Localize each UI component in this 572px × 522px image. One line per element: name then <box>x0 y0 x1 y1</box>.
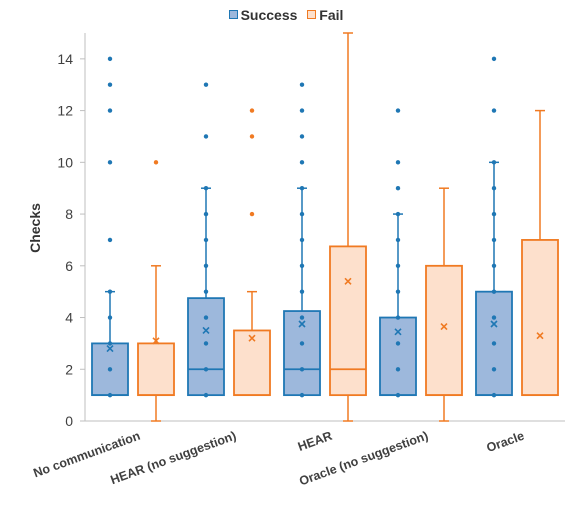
success-data-point <box>107 82 113 87</box>
success-data-point <box>395 186 401 191</box>
success-data-point <box>203 237 209 243</box>
legend-item-success: Success <box>228 6 298 23</box>
success-data-point <box>203 315 209 320</box>
success-mean-marker <box>106 345 114 353</box>
success-data-point <box>107 160 113 165</box>
success-mean-marker <box>394 328 402 336</box>
legend-label-success: Success <box>240 6 298 23</box>
success-data-point <box>299 289 305 294</box>
success-data-point <box>107 108 113 113</box>
success-data-point <box>491 160 497 165</box>
success-data-point <box>107 315 113 320</box>
success-data-point <box>299 263 305 268</box>
success-box <box>187 297 225 397</box>
success-data-point <box>299 211 305 217</box>
success-data-point <box>395 315 401 320</box>
success-data-point <box>203 186 209 191</box>
y-tick-label: 0 <box>65 413 73 429</box>
success-data-point <box>299 160 305 165</box>
success-data-point <box>491 392 497 398</box>
x-tick-label: HEAR <box>296 429 334 454</box>
success-data-point <box>395 160 401 165</box>
success-mean-marker <box>202 326 210 335</box>
fail-data-point <box>249 108 255 113</box>
success-data-point <box>299 341 305 346</box>
success-mean-marker <box>490 320 498 328</box>
legend-swatch-fail <box>307 10 317 19</box>
success-data-point <box>491 367 497 372</box>
success-data-point <box>203 211 209 217</box>
y-tick-label: 2 <box>65 361 73 377</box>
success-data-point <box>107 237 113 243</box>
success-data-point <box>107 289 113 294</box>
y-axis-label: Checks <box>27 203 43 253</box>
success-data-point <box>395 263 401 268</box>
success-box <box>379 316 417 397</box>
success-mean-marker <box>298 320 306 328</box>
fail-box <box>425 264 463 397</box>
success-data-point <box>203 263 209 268</box>
success-data-point <box>107 367 113 372</box>
success-data-point <box>203 82 209 87</box>
fail-mean-marker <box>248 334 256 342</box>
y-tick-label: 6 <box>65 258 73 274</box>
success-data-point <box>491 211 497 217</box>
success-data-point <box>395 237 401 243</box>
success-data-point <box>203 289 209 294</box>
legend-swatch-success <box>228 10 238 19</box>
success-data-point <box>395 367 401 372</box>
success-data-point <box>299 315 305 320</box>
success-data-point <box>107 56 113 62</box>
success-data-point <box>299 134 305 139</box>
fail-mean-marker <box>440 323 448 331</box>
legend-item-fail: Fail <box>307 7 343 23</box>
fail-data-point <box>153 160 159 165</box>
success-data-point <box>491 56 497 62</box>
fail-data-point <box>249 211 255 217</box>
success-data-point <box>395 211 401 217</box>
y-tick-label: 10 <box>57 154 73 170</box>
y-tick-label: 4 <box>65 310 73 326</box>
success-data-point <box>491 263 497 268</box>
success-data-point <box>395 392 401 398</box>
fail-mean-marker <box>536 332 544 340</box>
fail-box <box>329 245 367 397</box>
fail-data-point <box>249 134 255 139</box>
success-data-point <box>299 186 305 191</box>
success-data-point <box>491 289 497 294</box>
y-tick-label: 8 <box>65 206 73 222</box>
success-data-point <box>395 341 401 346</box>
legend-label-fail: Fail <box>319 6 344 23</box>
success-data-point <box>491 341 497 346</box>
success-data-point <box>491 186 497 191</box>
x-tick-label: Oracle <box>485 429 526 455</box>
fail-mean-marker <box>344 277 352 285</box>
fail-mean-marker <box>152 337 160 345</box>
success-data-point <box>203 392 209 398</box>
success-data-point <box>299 367 305 372</box>
chart-legend: Success Fail <box>0 6 572 23</box>
success-data-point <box>395 108 401 113</box>
success-data-point <box>203 341 209 346</box>
success-data-point <box>107 341 113 346</box>
success-data-point <box>299 82 305 87</box>
success-data-point <box>491 315 497 320</box>
y-tick-label: 14 <box>57 51 73 67</box>
fail-box <box>137 342 175 397</box>
success-data-point <box>491 237 497 243</box>
success-data-point <box>299 108 305 113</box>
success-data-point <box>491 108 497 113</box>
success-data-point <box>107 392 113 398</box>
y-tick-label: 12 <box>57 103 73 119</box>
success-data-point <box>299 392 305 398</box>
success-data-point <box>203 134 209 139</box>
fail-box <box>521 239 559 397</box>
success-data-point <box>203 367 209 372</box>
success-data-point <box>395 289 401 294</box>
success-data-point <box>299 237 305 243</box>
fail-box <box>233 329 271 397</box>
